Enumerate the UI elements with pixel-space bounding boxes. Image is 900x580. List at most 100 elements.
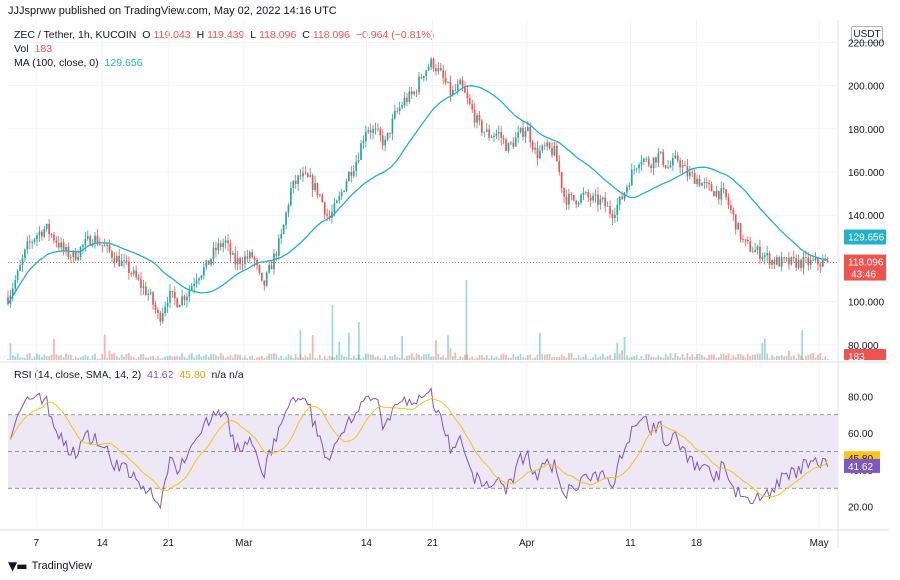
- volume-bar: [616, 342, 619, 360]
- candle-body: [623, 192, 626, 200]
- symbol-title[interactable]: ZEC / Tether, 1h, KUCOIN: [14, 29, 137, 41]
- candle-body: [529, 127, 532, 142]
- candle-body: [302, 172, 304, 177]
- candle-body: [355, 161, 358, 171]
- volume-bar: [432, 356, 435, 360]
- volume-bar: [819, 353, 822, 360]
- candle-body: [212, 247, 215, 259]
- volume-bar: [589, 358, 592, 360]
- volume-bar: [183, 356, 186, 360]
- candle-body: [667, 167, 669, 169]
- candle-body: [166, 302, 169, 307]
- low-value: 118.096: [259, 29, 297, 41]
- volume-legend: Vol 183: [14, 42, 55, 56]
- volume-bar: [84, 355, 87, 360]
- candle-body: [797, 259, 800, 268]
- candle-body: [481, 120, 483, 133]
- candle-body: [28, 241, 31, 243]
- ma-price-badge-bg: [844, 229, 886, 245]
- volume-label[interactable]: Vol: [14, 43, 29, 55]
- candle-body: [19, 265, 21, 271]
- volume-bar: [154, 358, 157, 360]
- candle-body: [41, 231, 43, 237]
- volume-bar: [493, 357, 495, 360]
- candle-body: [792, 256, 795, 259]
- volume-bar: [287, 354, 290, 360]
- candle-body: [805, 257, 807, 258]
- volume-bar: [751, 354, 754, 360]
- volume-spike: [331, 305, 334, 360]
- candle-body: [633, 169, 636, 171]
- low-label: L: [250, 29, 257, 41]
- volume-bar: [48, 356, 50, 360]
- ma-price-badge: 129.656: [848, 233, 885, 244]
- rsi-sma-value: 45.80: [179, 369, 206, 381]
- tradingview-logo-icon: ▼▬: [8, 559, 28, 573]
- volume-bar: [688, 356, 691, 360]
- volume-bar: [57, 355, 60, 360]
- candle-body: [618, 196, 621, 205]
- volume-bar: [36, 353, 38, 360]
- volume-bar: [730, 358, 732, 360]
- candle-body: [664, 165, 667, 168]
- volume-bar: [664, 353, 667, 360]
- candle-body: [161, 313, 164, 322]
- volume-bar: [599, 356, 602, 360]
- candle-body: [621, 196, 623, 200]
- currency-button[interactable]: USDT: [851, 26, 883, 43]
- candle-body: [432, 58, 435, 69]
- candle-body: [273, 253, 275, 270]
- tradingview-footer[interactable]: ▼▬ TradingView: [8, 559, 92, 573]
- candle-body: [285, 212, 287, 225]
- volume-bar: [785, 355, 788, 360]
- candle-body: [21, 258, 24, 266]
- candle-body: [99, 244, 101, 246]
- candle-body: [229, 243, 232, 255]
- volume-bar: [169, 355, 171, 360]
- candle-body: [108, 244, 111, 252]
- volume-bar: [659, 356, 662, 360]
- rsi-sma-line: [9, 398, 829, 498]
- volume-bar: [536, 354, 539, 360]
- candle-body: [780, 257, 783, 267]
- volume-bar: [466, 354, 469, 360]
- rsi-label[interactable]: RSI (14, close, SMA, 14, 2): [14, 369, 142, 381]
- volume-bar: [732, 354, 735, 360]
- volume-badge-bg: [844, 349, 886, 360]
- candle-body: [415, 91, 418, 93]
- volume-bar: [807, 354, 810, 360]
- volume-bar: [55, 354, 58, 360]
- volume-bar: [495, 356, 498, 360]
- volume-bar: [739, 353, 742, 360]
- time-tick-label: 21: [163, 538, 175, 549]
- candle-body: [241, 263, 244, 265]
- ma-label[interactable]: MA (100, close, 0): [14, 57, 99, 69]
- candle-body: [739, 223, 742, 240]
- volume-bar: [239, 354, 241, 360]
- volume-bar: [246, 358, 249, 360]
- candle-body: [512, 142, 515, 147]
- time-tick-label: Mar: [235, 538, 253, 549]
- candle-body: [807, 257, 810, 265]
- candle-body: [374, 128, 377, 130]
- volume-bar: [31, 358, 34, 360]
- candle-body: [790, 256, 793, 265]
- open-label: O: [142, 29, 151, 41]
- volume-bar: [304, 355, 307, 360]
- candle-body: [534, 147, 536, 150]
- candle-body: [427, 67, 430, 71]
- candle-body: [369, 130, 372, 133]
- candle-body: [763, 255, 766, 258]
- volume-bar: [763, 338, 766, 360]
- candle-body: [128, 261, 130, 274]
- candle-body: [655, 157, 657, 163]
- volume-bar: [420, 356, 423, 360]
- volume-bar: [790, 356, 793, 360]
- volume-bar: [437, 353, 440, 360]
- volume-bar: [691, 354, 694, 360]
- candle-body: [585, 192, 587, 194]
- time-tick-label: 21: [427, 538, 439, 549]
- candle-body: [393, 110, 396, 119]
- candle-body: [430, 58, 432, 68]
